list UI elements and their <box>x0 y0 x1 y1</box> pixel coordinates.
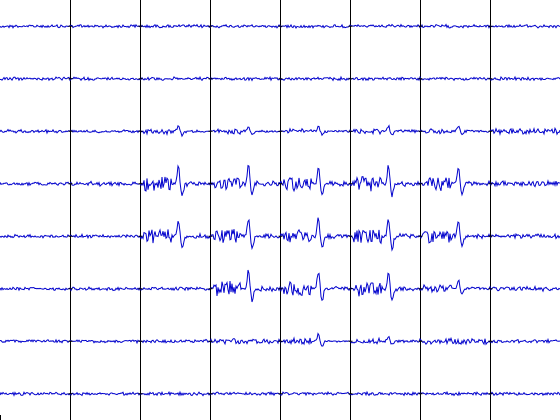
grid-lines <box>70 0 491 420</box>
waveform-trace-row-1 <box>0 23 560 30</box>
waveform-trace-row-8 <box>0 390 560 397</box>
tick-marks <box>0 25 493 420</box>
waveform-trace-row-4 <box>0 164 560 198</box>
waveform-trace-row-6 <box>0 269 560 303</box>
